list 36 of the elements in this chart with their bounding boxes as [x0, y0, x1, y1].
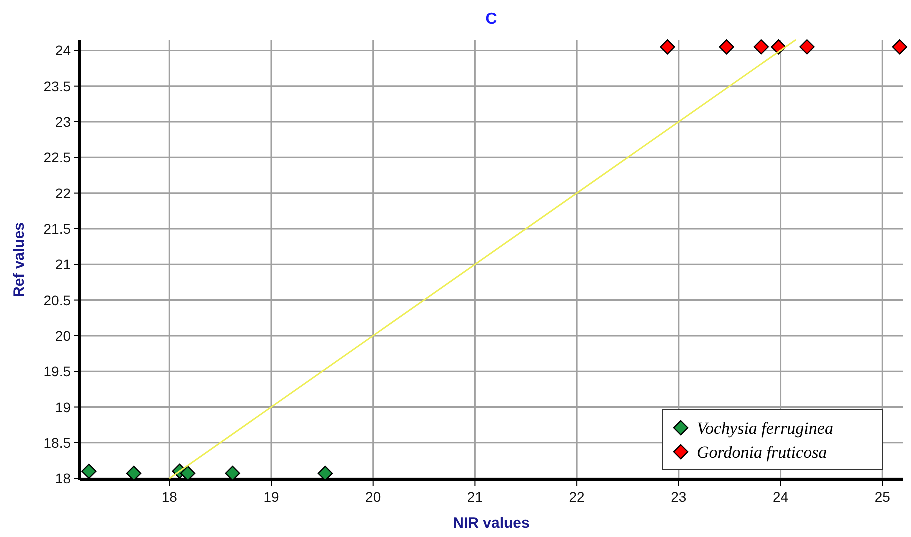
point [800, 40, 815, 55]
y-tick-label: 23 [55, 114, 72, 130]
y-tick-label: 22.5 [44, 150, 72, 166]
point [126, 466, 142, 482]
point [660, 40, 676, 55]
x-tick-label: 19 [264, 489, 280, 505]
y-tick-label: 20.5 [44, 292, 72, 308]
x-tick-label: 22 [569, 489, 586, 505]
y-tick-label: 23.5 [44, 78, 72, 94]
point [318, 466, 334, 482]
point [82, 464, 97, 480]
x-tick-label: 25 [874, 489, 891, 505]
point [180, 466, 196, 482]
y-tick-label: 20 [55, 328, 72, 344]
y-tick-label: 19 [55, 399, 72, 416]
y-tick-label: 19.5 [44, 364, 72, 380]
legend-label: Gordonia fruticosa [697, 443, 828, 462]
x-tick-label: 20 [366, 489, 382, 505]
x-axis-title: NIR values [453, 515, 530, 532]
y-tick-label: 18.5 [44, 434, 72, 451]
y-tick-label: 21.5 [44, 220, 72, 237]
point [225, 466, 240, 482]
x-tick-label: 23 [671, 489, 687, 505]
chart-title: C [486, 11, 498, 28]
x-tick-label: 24 [772, 489, 789, 505]
point [719, 40, 734, 55]
x-tick-label: 21 [467, 489, 484, 505]
y-tick-label: 22 [55, 185, 72, 202]
legend-label: Vochysia ferruginea [697, 419, 834, 438]
point [892, 40, 908, 55]
y-tick-label: 24 [55, 42, 72, 59]
y-tick-label: 18 [55, 470, 72, 487]
y-tick-label: 21 [55, 256, 72, 273]
y-axis-title: Ref values [11, 222, 28, 298]
point [754, 40, 770, 55]
x-tick-label: 18 [162, 489, 178, 505]
